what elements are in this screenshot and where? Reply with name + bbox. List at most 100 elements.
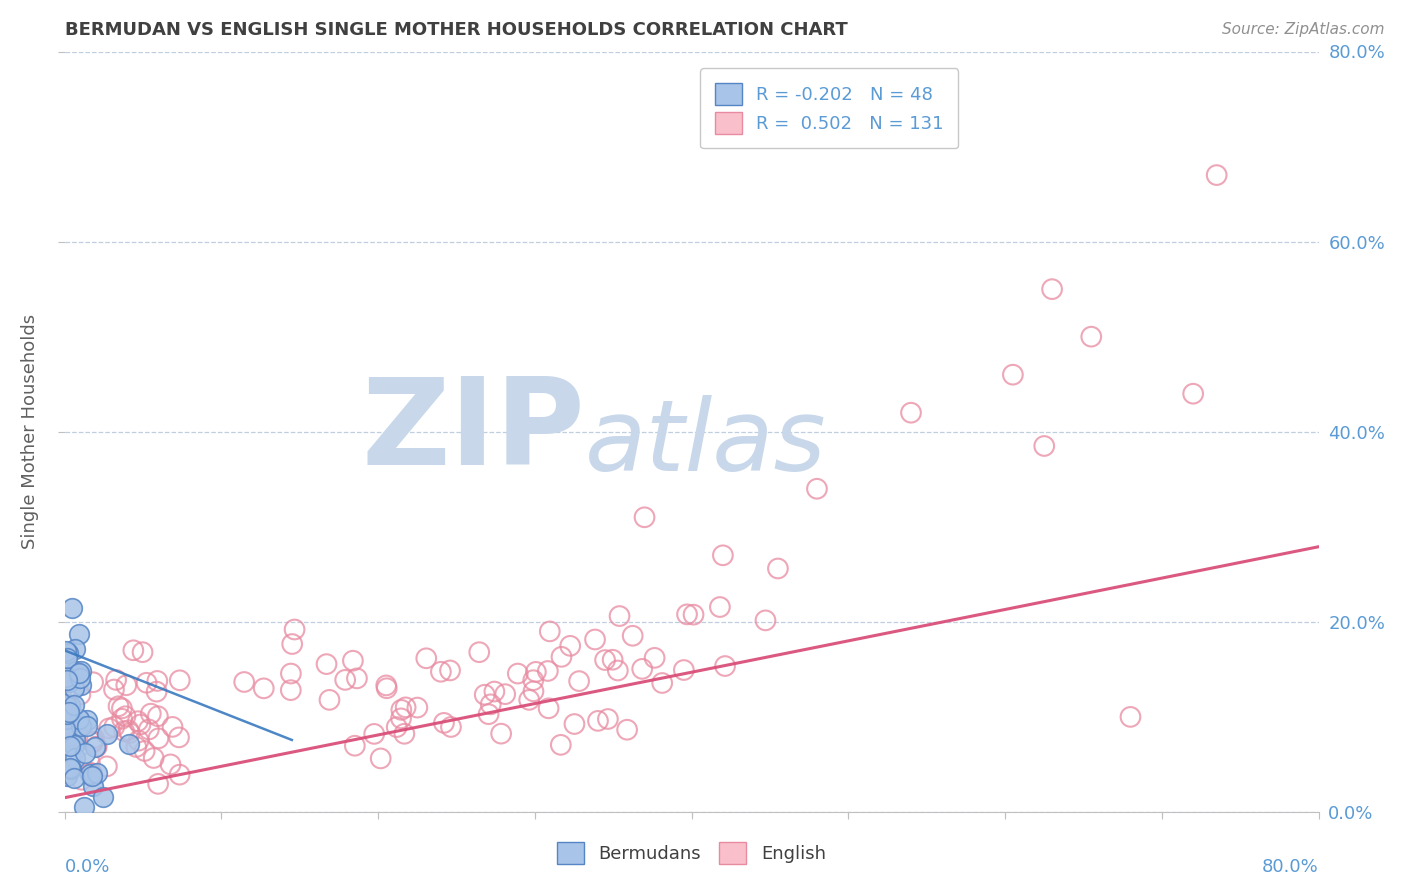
Point — [672, 663, 695, 677]
Point — [128, 733, 150, 747]
Point — [70, 718, 93, 732]
Point — [375, 681, 398, 696]
Point — [118, 737, 141, 751]
Point — [281, 637, 304, 651]
Point — [644, 650, 666, 665]
Point — [395, 700, 418, 714]
Point — [394, 727, 416, 741]
Point — [550, 649, 572, 664]
Point — [169, 767, 191, 781]
Point — [489, 726, 512, 740]
Point — [59, 760, 82, 774]
Point — [148, 731, 170, 746]
Point — [167, 731, 190, 745]
Point — [806, 482, 828, 496]
Point — [375, 678, 398, 692]
Point — [70, 772, 93, 787]
Point — [58, 675, 80, 690]
Y-axis label: Single Mother Households: Single Mother Households — [21, 314, 39, 549]
Point — [474, 688, 496, 702]
Point — [56, 646, 79, 660]
Point — [439, 664, 461, 678]
Point — [67, 666, 90, 681]
Point — [169, 673, 191, 688]
Point — [484, 684, 506, 698]
Point — [134, 744, 156, 758]
Point — [55, 644, 77, 658]
Point — [586, 714, 609, 728]
Point — [103, 682, 125, 697]
Point — [117, 723, 139, 738]
Point — [335, 673, 357, 687]
Point — [754, 613, 776, 627]
Point — [67, 627, 90, 641]
Point — [118, 726, 141, 740]
Point — [79, 756, 101, 770]
Point — [55, 697, 77, 711]
Point — [59, 698, 82, 712]
Point — [129, 717, 152, 731]
Point — [125, 739, 148, 754]
Point — [62, 737, 84, 751]
Point — [56, 722, 79, 736]
Point — [609, 609, 631, 624]
Point — [63, 771, 86, 785]
Point — [122, 643, 145, 657]
Point — [107, 699, 129, 714]
Point — [86, 739, 108, 754]
Text: BERMUDAN VS ENGLISH SINGLE MOTHER HOUSEHOLDS CORRELATION CHART: BERMUDAN VS ENGLISH SINGLE MOTHER HOUSEH… — [65, 21, 848, 39]
Text: 80.0%: 80.0% — [1261, 857, 1319, 876]
Text: atlas: atlas — [585, 394, 827, 491]
Point — [139, 706, 162, 721]
Point — [415, 651, 437, 665]
Point — [84, 739, 107, 754]
Point — [363, 727, 385, 741]
Point — [537, 664, 560, 678]
Point — [440, 720, 463, 734]
Point — [98, 722, 121, 736]
Point — [537, 701, 560, 715]
Point — [69, 678, 91, 692]
Point — [1040, 282, 1063, 296]
Point — [583, 632, 606, 647]
Point — [593, 653, 616, 667]
Point — [138, 723, 160, 737]
Point — [342, 654, 364, 668]
Point — [103, 720, 125, 734]
Point — [82, 734, 104, 748]
Point — [56, 769, 79, 783]
Point — [86, 766, 108, 780]
Point — [62, 738, 84, 752]
Point — [343, 739, 366, 753]
Point — [162, 720, 184, 734]
Point — [146, 777, 169, 791]
Point — [1001, 368, 1024, 382]
Point — [59, 739, 82, 754]
Point — [676, 607, 699, 622]
Point — [59, 750, 82, 764]
Point — [766, 561, 789, 575]
Point — [55, 651, 77, 665]
Point — [517, 693, 540, 707]
Point — [63, 698, 86, 713]
Point — [616, 723, 638, 737]
Point — [253, 681, 276, 696]
Point — [82, 675, 104, 690]
Point — [142, 751, 165, 765]
Point — [55, 670, 77, 684]
Point — [621, 629, 644, 643]
Point — [65, 665, 87, 679]
Point — [318, 693, 340, 707]
Point — [550, 738, 572, 752]
Point — [63, 642, 86, 657]
Point — [711, 549, 734, 563]
Point — [127, 714, 149, 729]
Point — [280, 666, 302, 681]
Point — [714, 659, 737, 673]
Point — [389, 703, 412, 717]
Point — [79, 767, 101, 781]
Point — [53, 654, 76, 668]
Point — [80, 766, 103, 780]
Point — [370, 751, 392, 765]
Point — [1182, 386, 1205, 401]
